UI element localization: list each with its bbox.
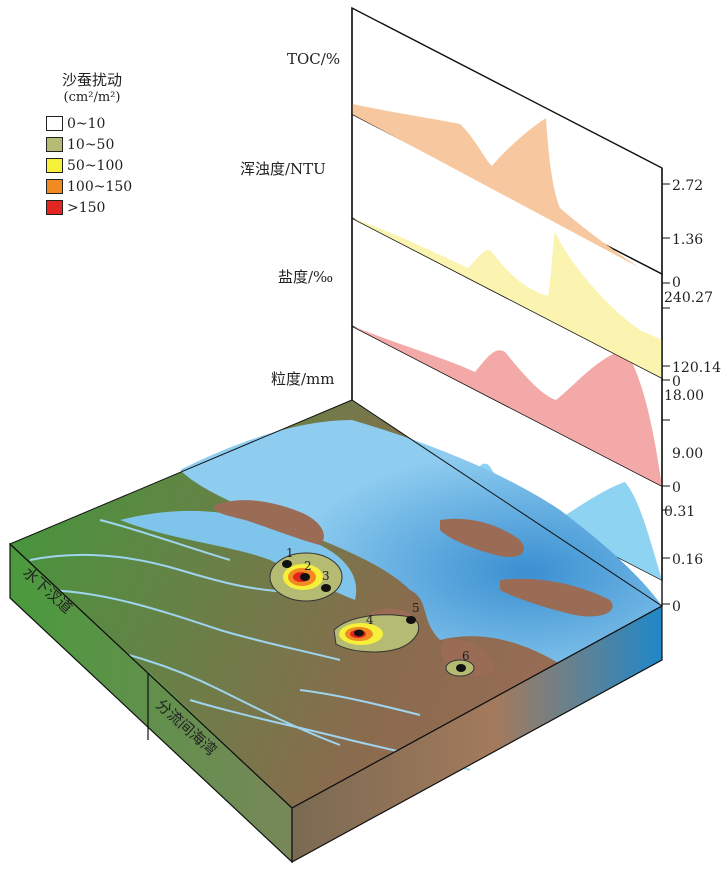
legend-item: 0~10 [46,113,166,134]
tick-grain-zero: 0 [672,599,681,615]
legend-items: 0~10 10~50 50~100 100~150 >150 [46,113,166,218]
station-label: 5 [412,601,420,615]
panel-label-turbidity: 浑浊度/NTU [240,160,326,178]
toc-curve [352,104,640,268]
station-label: 3 [322,569,330,583]
tick-turbidity-mid: 120.14 [672,360,721,376]
legend: 沙蚕扰动 (cm²/m²) 0~10 10~50 50~100 100~150 >150 [46,70,166,218]
legend-item: 100~150 [46,176,166,197]
legend-label: 50~100 [67,157,124,174]
island [214,500,324,545]
tick-grain-max: 0.31 [664,504,695,520]
legend-swatch [46,200,63,215]
legend-label: 100~150 [67,178,133,195]
legend-item: >150 [46,197,166,218]
legend-swatch [46,137,63,152]
legend-unit: (cm²/m²) [63,90,121,105]
disturbance-zone-a [269,552,343,602]
right-axis: 2.72 1.36 0 240.27 120.14 0 18.00 9.00 0… [661,168,721,615]
panel-label-salinity: 盐度/‰ [278,268,333,286]
disturbance-zone-c [445,659,475,677]
panel-label-grain: 粒度/mm [271,370,335,388]
tick-salinity-mid: 9.00 [672,446,703,462]
tick-salinity-zero: 0 [672,480,681,496]
channel-water [120,510,357,600]
station-label: 4 [366,613,374,627]
tick-toc-mid: 1.36 [672,232,703,248]
legend-swatch [46,158,63,173]
legend-swatch [46,116,63,131]
legend-label: 0~10 [67,115,106,132]
tick-turbidity-max: 240.27 [664,290,713,306]
legend-label: 10~50 [67,136,115,153]
tick-salinity-max: 18.00 [664,388,704,404]
legend-swatch [46,179,63,194]
legend-item: 50~100 [46,155,166,176]
tick-toc-max: 2.72 [672,178,703,194]
panel-label-toc: TOC/% [287,50,340,68]
tick-turbidity-zero: 0 [672,374,681,390]
tick-grain-mid: 0.16 [672,552,703,568]
legend-item: 10~50 [46,134,166,155]
disturbance-zone-b [333,614,420,653]
legend-label: >150 [67,199,106,216]
salinity-curve [352,326,662,486]
island [440,518,524,558]
block-3d: 1 2 3 4 5 6 水下汊道 分流间海湾 [9,8,663,864]
station-label: 6 [462,649,470,663]
station-label: 2 [304,559,312,573]
turbidity-curve [352,218,662,378]
tick-toc-zero: 0 [672,275,681,291]
station-label: 1 [286,546,294,560]
legend-title: 沙蚕扰动 [61,71,122,89]
island [500,578,613,617]
